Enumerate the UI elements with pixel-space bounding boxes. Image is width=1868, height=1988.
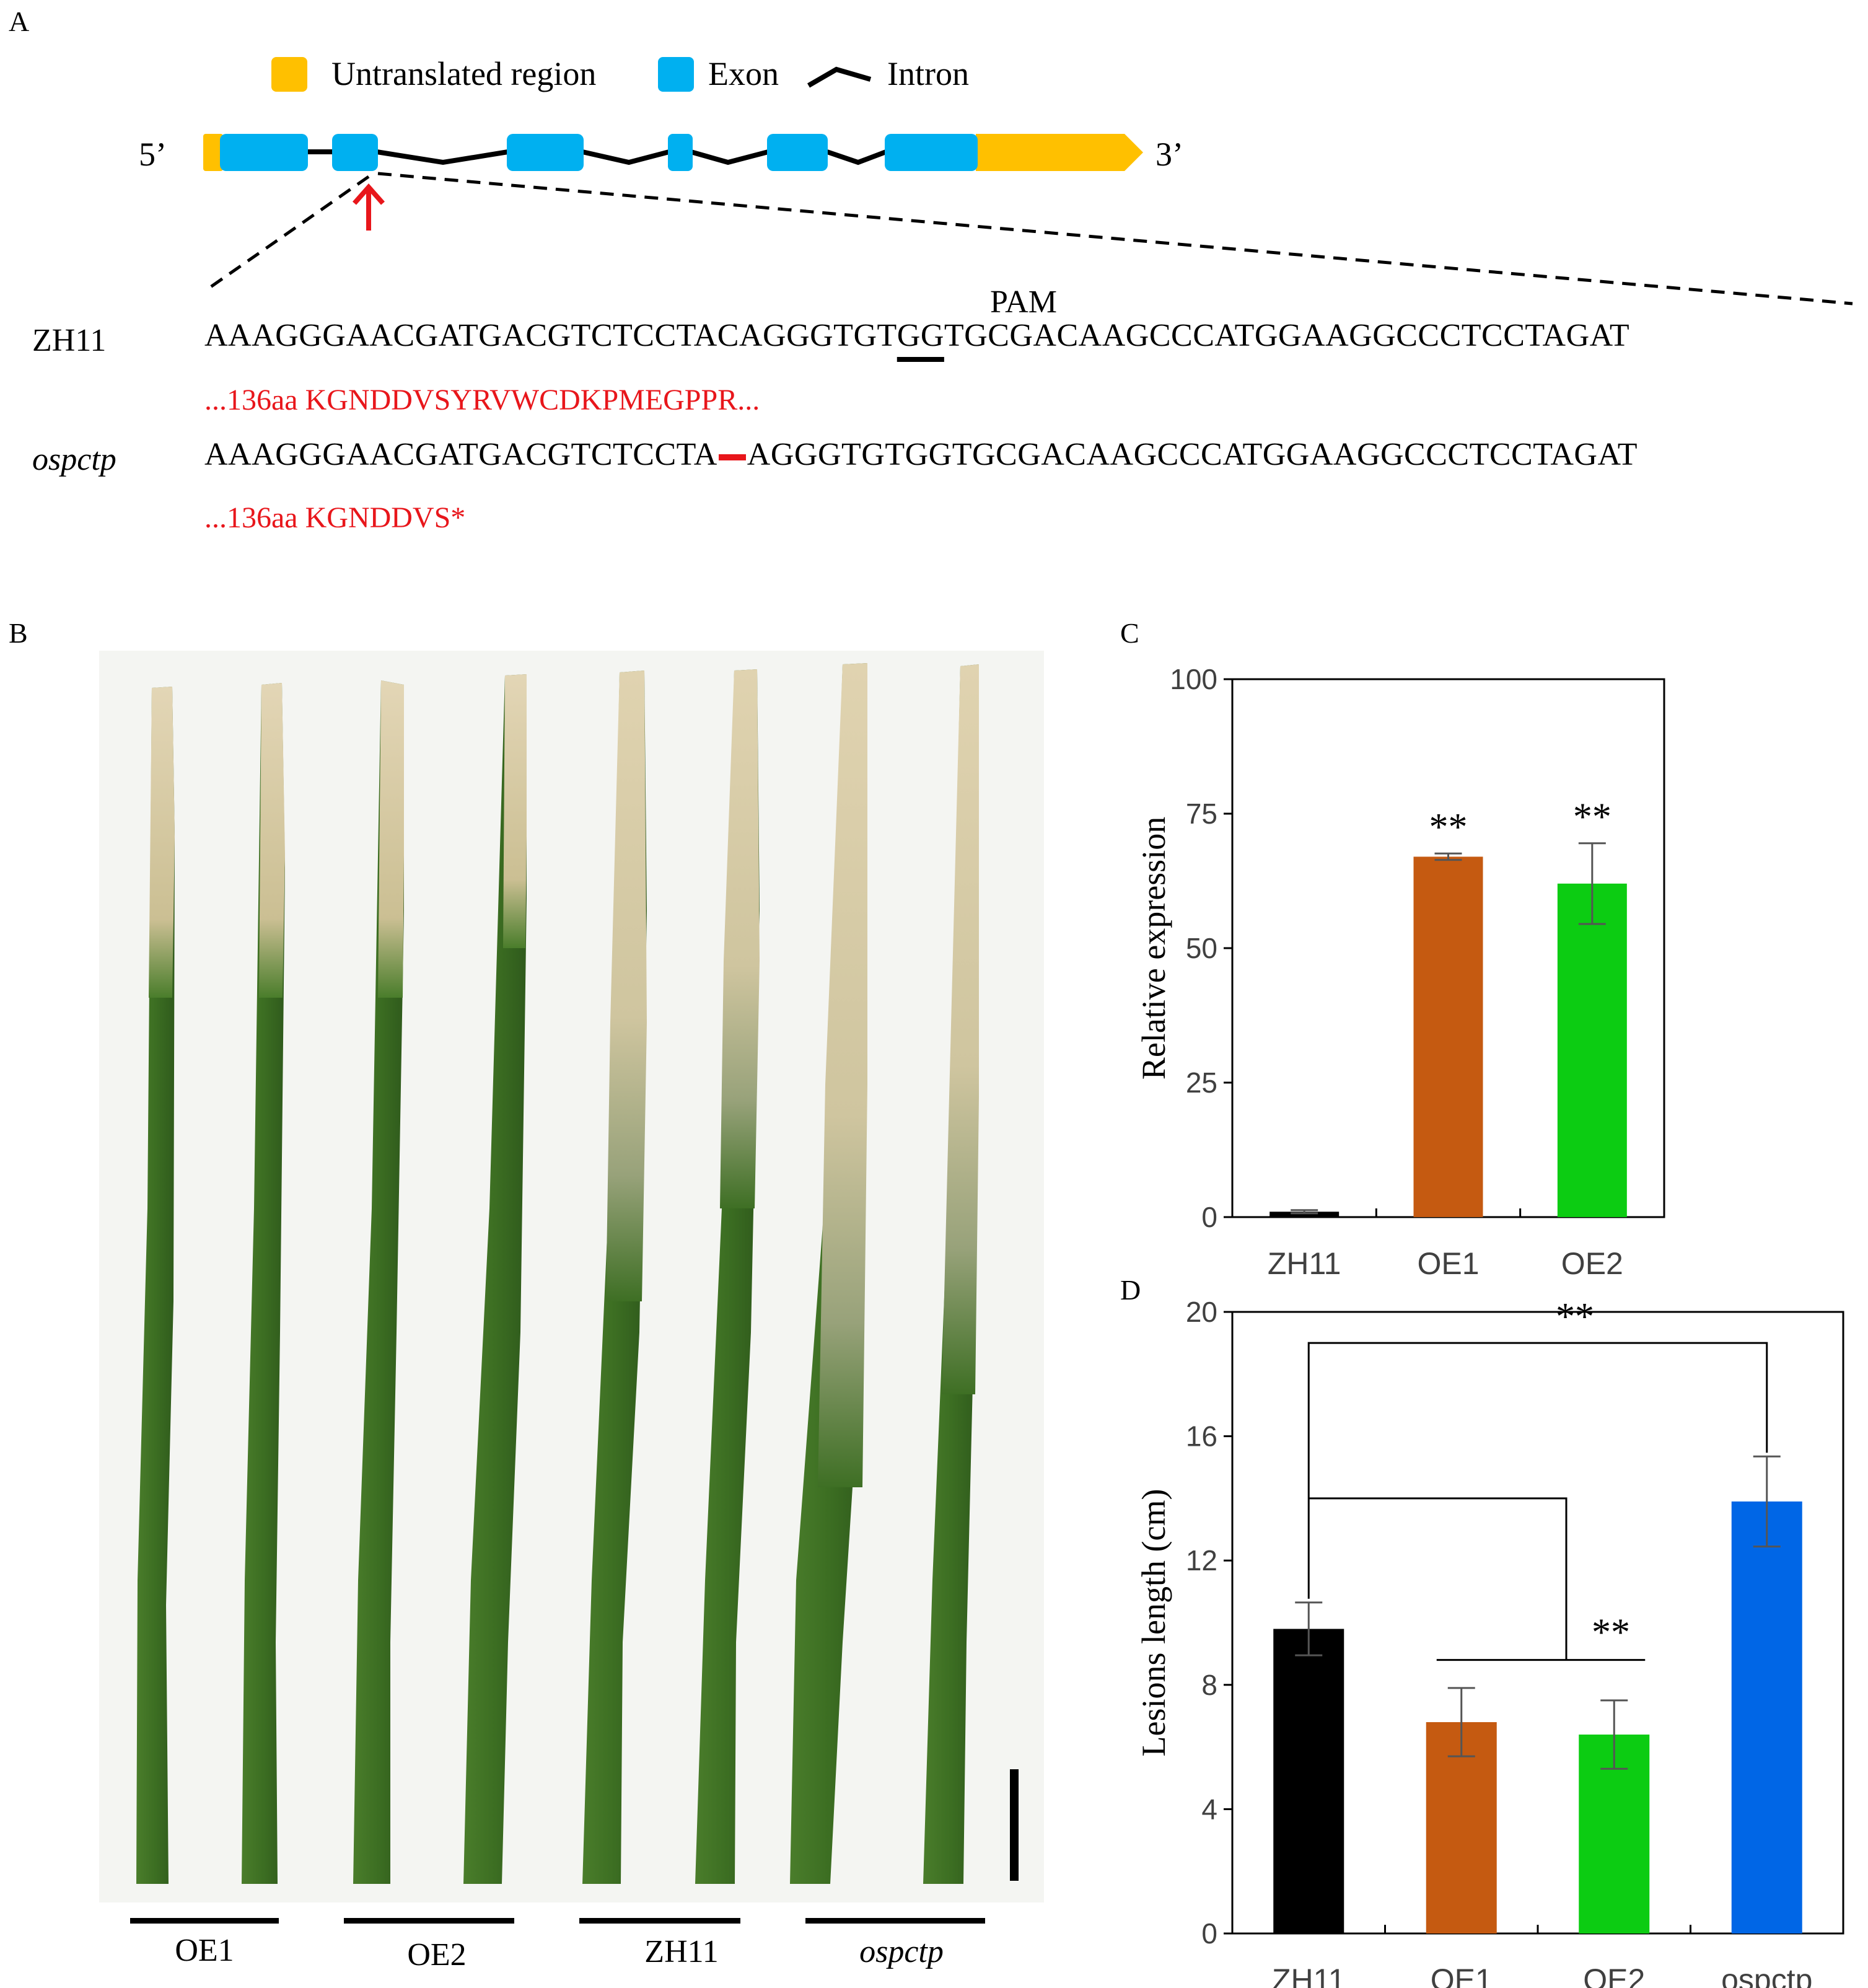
mutant-amino-acids: ...136aa KGNDDVS*: [204, 501, 466, 534]
wt-seq-pam: GG: [897, 318, 944, 353]
wt-label: ZH11: [32, 323, 107, 358]
wt-amino-acids: ...136aa KGNDDVSYRVWCDKPMEGPPR...: [204, 384, 760, 416]
exon-3: [507, 134, 584, 171]
y-axis-label: Lesions length (cm): [1135, 1489, 1172, 1757]
bar-zh11: [1273, 1629, 1344, 1933]
three-prime-label: 3’: [1155, 136, 1183, 173]
scale-bar: [1010, 1769, 1019, 1881]
bracket-significance-top: **: [1556, 1296, 1594, 1338]
leaf-zh11-a: [582, 671, 647, 1884]
panel-letter-c: C: [1120, 617, 1139, 649]
mut-seq-pre: AAAGGGAACGATGACGTCTCCTA: [204, 437, 717, 472]
utr-3-block: [976, 134, 1143, 171]
x-tick-label: OE2: [1561, 1246, 1623, 1281]
group-label-zh11: ZH11: [644, 1934, 719, 1969]
introns: [307, 149, 887, 165]
y-axis-label: Relative expression: [1135, 817, 1172, 1080]
y-tick-label: 20: [1186, 1296, 1217, 1328]
significance-label: **: [1573, 796, 1611, 838]
significance-label: **: [1429, 806, 1468, 848]
y-tick-label: 25: [1186, 1067, 1217, 1099]
leaf-oe2-a: [353, 680, 404, 1884]
y-tick-label: 16: [1186, 1420, 1217, 1453]
panel-letter-b: B: [9, 617, 28, 649]
y-tick-label: 8: [1201, 1669, 1217, 1701]
chart-c: 0 25 50 75 100 Relative expression ZH11 OE1 ** OE…: [1135, 663, 1665, 1281]
intron-legend-label: Intron: [887, 55, 969, 92]
wt-seq-pre: AAAGGGAACGATGACGTCTCCTACAGGGTGT: [204, 318, 897, 353]
group-bar-oe1: [130, 1918, 279, 1924]
five-prime-label: 5’: [139, 136, 167, 173]
group-bar-zh11: [579, 1918, 740, 1924]
x-tick-label: ZH11: [1268, 1246, 1341, 1281]
wt-sequence: AAAGGGAACGATGACGTCTCCTACAGGGTGT GG TGCGACA…: [204, 317, 1865, 354]
exon-2: [332, 134, 378, 171]
group-bar-oe2: [344, 1918, 514, 1924]
y-tick-label: 75: [1186, 798, 1217, 830]
wt-seq-post: TGCGACAAGCCCATGGAAGGCCCTCCTAGAT: [944, 318, 1630, 353]
leaf-zh11-b: [695, 669, 760, 1884]
group-bar-ospctp: [805, 1918, 985, 1924]
leaves-photo: [99, 651, 1044, 1902]
intron-legend-icon: [807, 66, 872, 88]
x-tick-label: OE2: [1583, 1963, 1645, 1988]
leaf-oe2-b: [463, 674, 527, 1884]
exon-legend-swatch: [658, 57, 694, 92]
leaf-oe1-a: [136, 687, 175, 1884]
zoom-line-right: [377, 172, 1853, 306]
chart-d: 0 4 8 12 16 20 Lesions length (cm) ZH11 OE1 OE2 os…: [1135, 1296, 1844, 1988]
utr-5-block: [203, 134, 223, 171]
target-site-arrow: [353, 183, 385, 231]
pam-label: PAM: [990, 284, 1057, 320]
x-tick-label: OE1: [1431, 1963, 1493, 1988]
exon-6: [885, 134, 978, 171]
panel-letter-d: D: [1120, 1274, 1141, 1306]
leaf-ospctp-a: [790, 663, 867, 1884]
utr-legend-swatch: [271, 57, 307, 92]
x-tick-label: OE1: [1417, 1246, 1479, 1281]
x-tick-label: ospctp: [1721, 1963, 1812, 1988]
bracket-significance-mid: **: [1592, 1612, 1630, 1654]
leaf-oe1-b: [242, 683, 285, 1884]
y-tick-label: 50: [1186, 932, 1217, 964]
y-tick-label: 100: [1170, 663, 1217, 695]
bracket-zh11-oe: [1309, 1497, 1568, 1660]
zoom-line-left: [203, 175, 370, 293]
bracket-zh11-ospctp: [1307, 1342, 1768, 1599]
y-tick-label: 0: [1201, 1201, 1217, 1233]
gene-structure-diagram: [203, 134, 1853, 306]
bar-oe1: [1426, 1722, 1497, 1933]
group-label-oe1: OE1: [175, 1933, 234, 1968]
bar-oe1: [1413, 856, 1483, 1217]
bar-zh11: [1269, 1212, 1340, 1217]
panel-letter-a: A: [9, 6, 30, 37]
mutant-label: ospctp: [32, 442, 116, 477]
leaf-ospctp-b: [923, 664, 979, 1884]
deletion-mark: [718, 454, 746, 461]
group-label-oe2: OE2: [407, 1937, 467, 1973]
y-tick-label: 4: [1201, 1793, 1217, 1825]
bar-oe2: [1557, 883, 1627, 1217]
panel-a: A Untranslated region Exon Intron 5’ 3’: [0, 0, 1868, 558]
group-label-ospctp: ospctp: [859, 1934, 944, 1969]
y-tick-label: 0: [1201, 1917, 1217, 1950]
bar-ospctp: [1731, 1501, 1802, 1933]
exon-5: [767, 134, 828, 171]
y-tick-label: 12: [1186, 1544, 1217, 1577]
x-tick-label: ZH11: [1272, 1963, 1346, 1988]
utr-legend-label: Untranslated region: [331, 55, 597, 92]
exon-1: [220, 134, 308, 171]
exon-4: [668, 134, 693, 171]
mut-seq-post: AGGGTGTGGTGCGACAAGCCCATGGAAGGCCCTCCTAGAT: [747, 437, 1638, 472]
exon-legend-label: Exon: [708, 55, 779, 92]
mutant-sequence: AAAGGGAACGATGACGTCTCCTA AGGGTGTGGTGCGACAA…: [204, 436, 1638, 473]
